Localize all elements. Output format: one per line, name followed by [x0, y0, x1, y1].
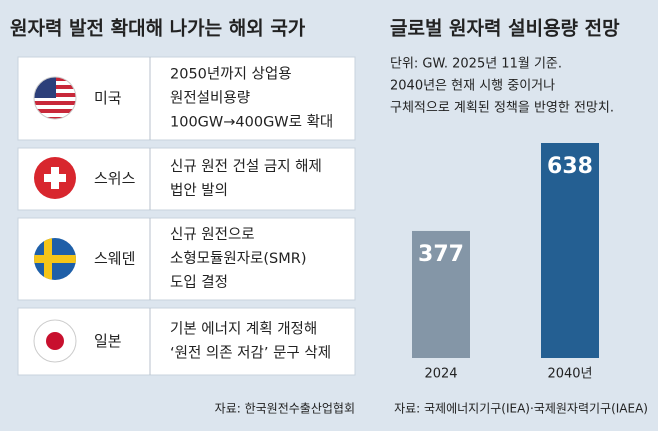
country-detail: 2050년까지 상업용 [170, 66, 292, 83]
flag-us [33, 76, 77, 120]
chart-source: 자료: 국제에너지기구(IEA)·국제원자력기구(IAEA) [394, 402, 648, 416]
x-tick-label: 2024 [424, 367, 457, 382]
flag-sweden [34, 238, 76, 280]
country-detail: 원전설비용량 [170, 90, 250, 107]
flag-swiss [34, 157, 76, 199]
country-detail: 법안 발의 [170, 182, 228, 199]
value-label: 377 [418, 242, 464, 267]
x-tick-label: 2040년 [547, 367, 592, 382]
country-detail: 100GW→400GW로 확대 [170, 114, 333, 131]
country-name: 미국 [94, 89, 122, 107]
country-name: 스위스 [94, 170, 136, 188]
country-detail: 소형모듈원자로(SMR) [170, 250, 306, 267]
bar [541, 143, 599, 358]
flag-japan [33, 319, 77, 363]
left-source: 자료: 한국원전수출산업협회 [215, 402, 355, 416]
country-detail: 신규 원전으로 [170, 226, 255, 243]
chart-subtitle: 단위: GW. 2025년 11월 기준. [390, 57, 562, 72]
chart-subtitle: 2040년은 현재 시행 중이거나 [390, 78, 555, 94]
country-detail: 신규 원전 건설 금지 해제 [170, 158, 322, 175]
chart-title: 글로벌 원자력 설비용량 전망 [390, 18, 620, 40]
country-detail: 도입 결정 [170, 274, 228, 291]
country-name: 스웨덴 [94, 250, 135, 268]
country-detail: ‘원전 의존 저감’ 문구 삭제 [170, 345, 331, 362]
chart-subtitle: 구체적으로 계획된 정책을 반영한 전망치. [390, 101, 614, 116]
value-label: 638 [547, 154, 593, 179]
bar [412, 230, 470, 358]
country-detail: 기본 에너지 계획 개정해 [170, 321, 317, 338]
country-name: 일본 [94, 332, 122, 350]
left-title: 원자력 발전 확대해 나가는 해외 국가 [10, 17, 306, 40]
